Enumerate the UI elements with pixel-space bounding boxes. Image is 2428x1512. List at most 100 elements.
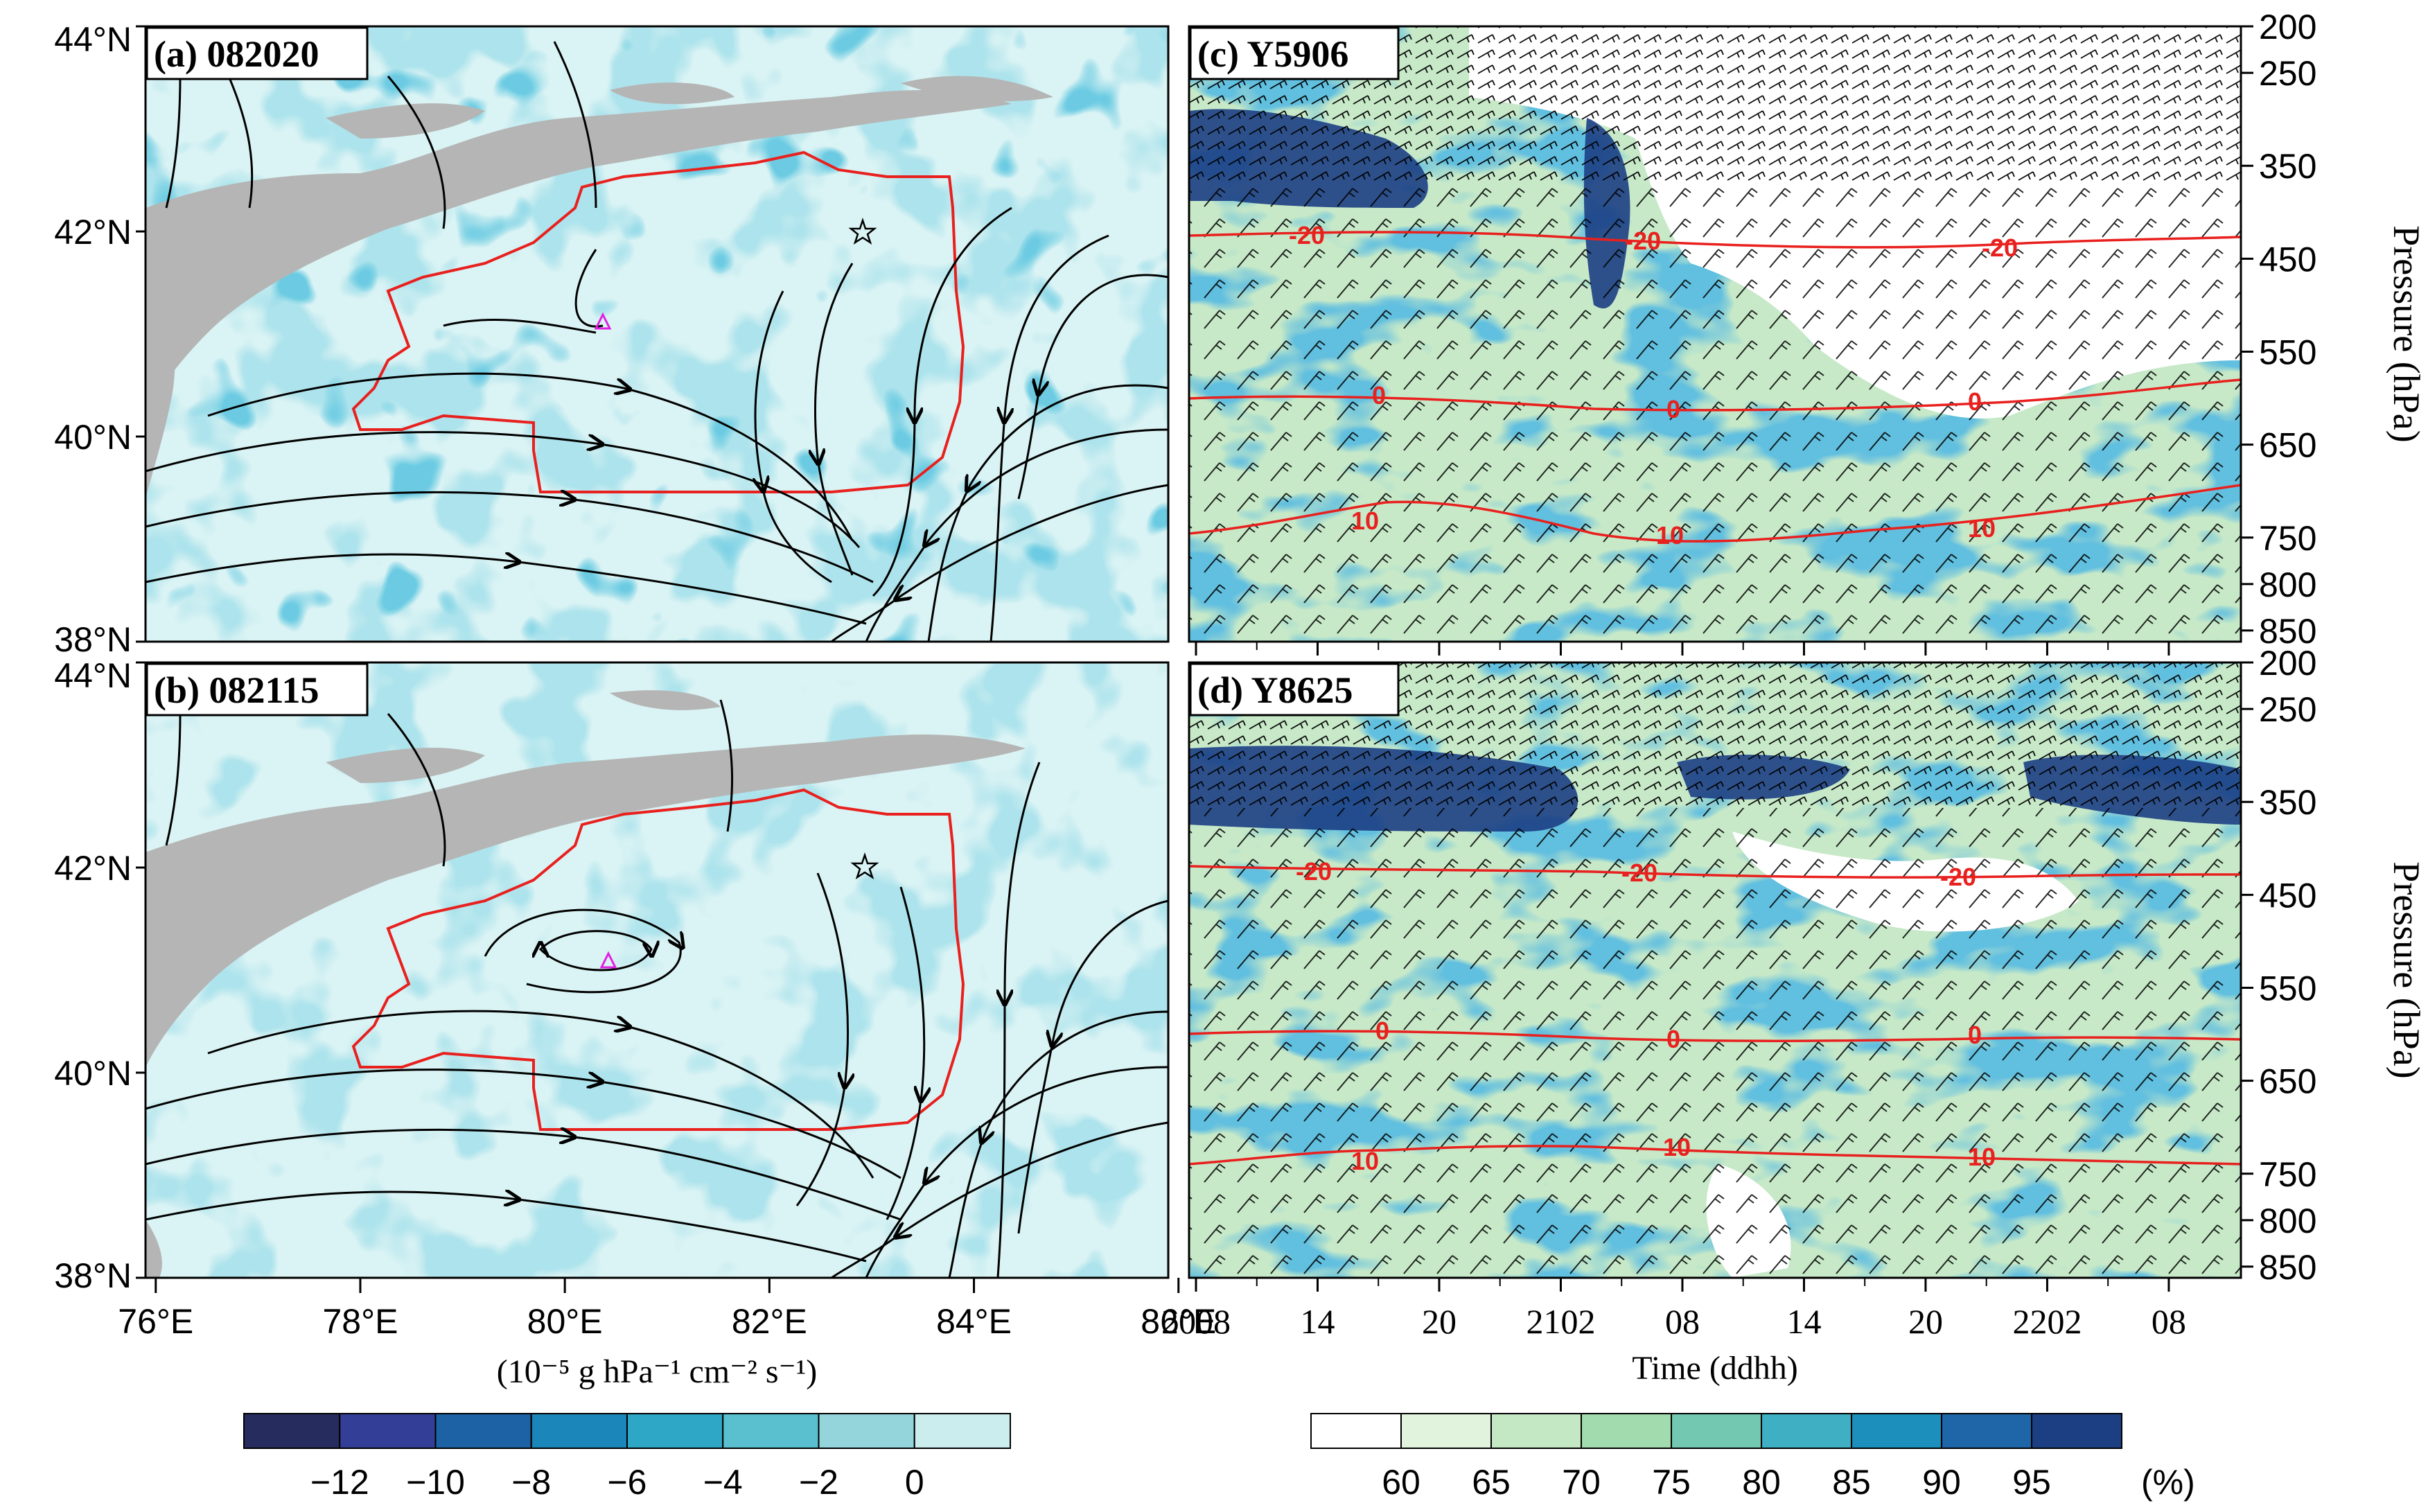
pressure-tick-label: 550 [2259,333,2316,371]
panel-b-lat-ticks: 44°N 42°N 40°N 38°N [54,656,146,1295]
contour-label: -20 [1940,863,1976,891]
time-tick-label: 20 [1908,1302,1943,1341]
temperature-contour [1189,378,2241,412]
streamline [831,1121,1168,1278]
contour-label: 0 [1666,1025,1680,1053]
colorbar-tick-label: 85 [1832,1463,1871,1502]
pressure-tick-label: 350 [2259,147,2316,186]
colorbar-left: (10⁻⁵ g hPa⁻¹ cm⁻² s⁻¹) −12 −10 −8 −6 −4 −2 0 [243,1353,1011,1502]
time-tick-label: 20 [1422,1302,1457,1341]
streamline [1017,899,1168,1234]
panel-d-ylabel: Pressure (hPa) [2386,861,2427,1078]
panel-a: (a) 082020 44°N 42°N 40°N 38°N [54,20,1170,659]
contour-label: -20 [1982,234,2018,262]
colorbar-swatch [2031,1413,2122,1449]
contour-label: -20 [1289,221,1325,249]
pressure-tick-label: 750 [2259,1155,2316,1194]
colorbar-swatch [1310,1413,1402,1449]
streamline [816,263,854,576]
streamline [387,76,446,229]
colorbar-tick-label: 75 [1652,1463,1691,1502]
pressure-tick-label: 850 [2259,1248,2316,1287]
contour-label: 10 [1351,1147,1379,1175]
streamline [146,1129,901,1221]
temperature-contour [1189,1030,2241,1042]
contour-label: 0 [1372,381,1386,410]
streamline [165,76,182,209]
colorbar-swatch [1851,1413,1942,1449]
colorbar-swatch [626,1413,724,1449]
streamline [719,699,734,832]
lon-tick-label: 84°E [936,1302,1012,1341]
streamline [872,206,1012,597]
streamline [146,1192,867,1263]
streamline [538,930,651,972]
panel-a-frame [144,25,1170,643]
streamline [989,234,1109,642]
colorbar-left-swatches: −12 −10 −8 −6 −4 −2 0 [243,1413,1011,1502]
streamlines [146,699,1168,1278]
colorbar-tick-label: 90 [1922,1463,1961,1502]
colorbar-swatch [913,1413,1011,1449]
contour-label: 10 [1968,514,1996,543]
colorbar-tick-label: 60 [1382,1463,1420,1502]
panel-a-lat-ticks: 44°N 42°N 40°N 38°N [54,20,146,659]
colorbar-swatch [818,1413,915,1449]
terrain-mask [146,735,1026,1067]
panel-d-plot: -20 -20 -20 0 0 0 10 10 10 [1189,662,2241,1278]
streamline [484,908,680,994]
panel-c-time-ticks [1195,642,2170,656]
contour-label: 0 [1666,395,1680,423]
panel-d-time-ticks: 2008 14 20 2102 08 14 20 2202 08 [1161,1278,2186,1341]
colorbar-tick-label: 65 [1472,1463,1511,1502]
contour-label: -20 [1625,227,1661,255]
streamlines [146,41,1168,642]
lat-tick-label: 42°N [54,213,132,252]
panel-c-pressure-ticks: 200 250 350 450 550 650 750 800 850 [2241,8,2316,651]
triangle-marker [594,312,612,330]
star-marker [848,218,877,245]
contour-label: -20 [1621,859,1657,887]
panel-d: -20 -20 -20 0 0 0 10 10 10 (d) Y8625 200… [1161,644,2427,1387]
time-tick-label: 2102 [1526,1302,1595,1341]
contour-label: 10 [1656,521,1684,550]
colorbar-right: 60 65 70 75 80 85 90 95 (%) [1310,1413,2195,1502]
lon-tick-label: 78°E [322,1302,398,1341]
panel-c-label-box [1189,26,1400,80]
lon-tick-label: 80°E [527,1302,603,1341]
temperature-contour [1189,484,2241,543]
time-tick-label: 08 [1665,1302,1700,1341]
colorbar-left-unit: (10⁻⁵ g hPa⁻¹ cm⁻² s⁻¹) [497,1353,818,1390]
streamline [795,872,848,1206]
colorbar-swatch [530,1413,628,1449]
wind-barbs [1189,808,2241,1278]
triangle-marker [599,951,617,969]
panel-b: (b) 082115 44°N 42°N 40°N 38°N 76°E 78°E 80°E… [54,656,1216,1341]
streamline [886,886,924,1220]
colorbar-tick-label: −8 [511,1463,551,1502]
lat-tick-label: 40°N [54,418,132,457]
colorbar-tick-label: −2 [799,1463,838,1502]
lon-tick-label: 76°E [118,1302,193,1341]
panel-b-lon-ticks: 76°E 78°E 80°E 82°E 84°E 86°E [118,1278,1216,1341]
panel-a-map [146,26,1168,642]
panel-b-label: (b) 082115 [154,669,319,711]
panel-c-frame [1188,25,2242,643]
time-tick-label: 2202 [2012,1302,2082,1341]
pressure-tick-label: 250 [2259,690,2316,729]
pressure-tick-label: 800 [2259,1202,2316,1240]
region-boundary [351,788,965,1131]
colorbar-right-unit: (%) [2141,1463,2195,1502]
streamline [146,431,861,548]
panel-d-frame [1188,661,2242,1279]
streamline [865,1066,1168,1278]
contour-label: -20 [1296,857,1332,886]
star-marker [850,852,879,879]
contour-label: 10 [1968,1143,1996,1171]
streamline [927,384,1168,642]
panel-a-label: (a) 082020 [154,33,319,75]
panel-b-frame [144,661,1170,1279]
lat-tick-label: 44°N [54,656,132,695]
streamline [948,1010,1168,1278]
